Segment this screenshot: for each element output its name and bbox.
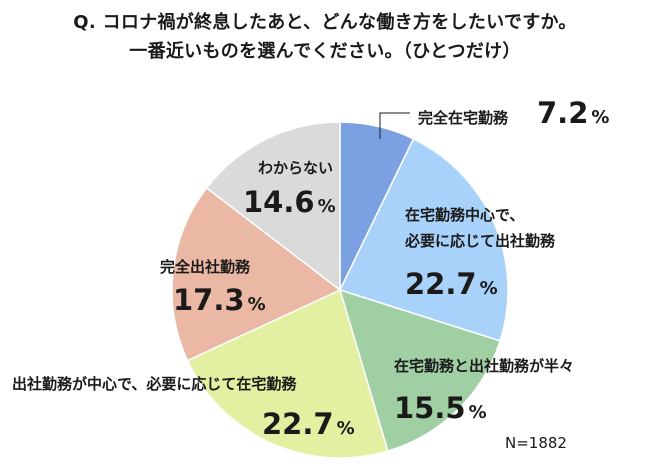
slice-label: 完全出社勤務 [160, 258, 251, 276]
pie-slice [171, 186, 342, 362]
slice-value: 15.5% [394, 391, 487, 425]
pie-slices [171, 121, 509, 459]
slice-label: 在宅勤務中心で、 [405, 206, 524, 224]
slice-value: 22.7% [262, 407, 355, 441]
leader-lines [379, 112, 410, 139]
slice-value: 7.2% [537, 96, 609, 130]
chart-title-line-2: 一番近いものを選んでください。（ひとつだけ） [129, 41, 521, 62]
slice-label: わからない [258, 159, 333, 177]
slice-value: 14.6% [243, 185, 336, 219]
pie-slice [338, 137, 509, 342]
leader-line [379, 112, 410, 139]
pie-slice [205, 121, 341, 292]
slice-value: 17.3% [173, 283, 266, 317]
chart-title: Q. コロナ禍が終息したあと、どんな働き方をしたいですか。 一番近いものを選んで… [0, 8, 650, 66]
pie-slice [186, 288, 389, 459]
chart-title-line-1: Q. コロナ禍が終息したあと、どんな働き方をしたいですか。 [73, 12, 577, 33]
slice-value: 22.7% [405, 267, 498, 301]
slice-label: 出社勤務が中心で、必要に応じて在宅勤務 [12, 375, 297, 393]
slice-label: 完全在宅勤務 [418, 109, 509, 127]
pie-slice [338, 288, 502, 452]
slice-labels: 完全在宅勤務 7.2 % 在宅勤務中心で、必要に応じて出社勤務 22.7 % 在宅勤務と出社… [12, 96, 609, 441]
slice-label: 在宅勤務と出社勤務が半々 [394, 357, 574, 375]
slice-label: 必要に応じて出社勤務 [404, 232, 556, 250]
sample-size-note: N=1882 [505, 434, 567, 452]
